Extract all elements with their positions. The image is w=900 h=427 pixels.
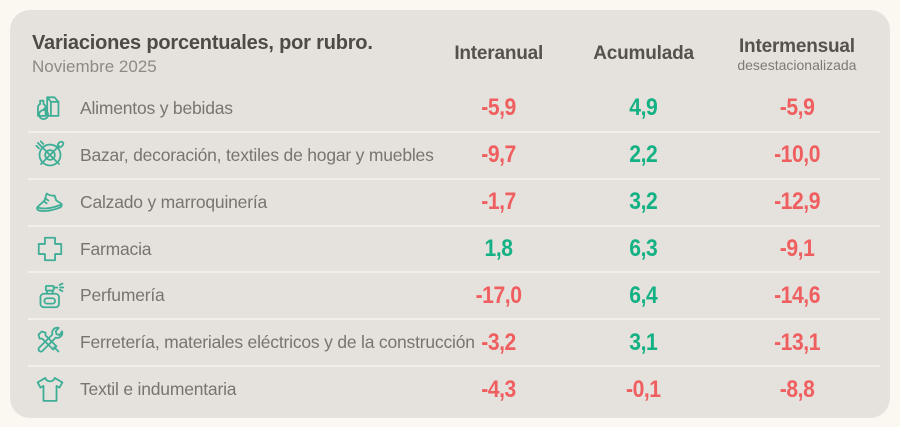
table-row: Textil e indumentaria -4,3 -0,1 -8,8 [28,365,880,412]
value-acumulada: 4,9 [629,94,658,122]
table-row: Bazar, decoración, textiles de hogar y m… [28,130,880,178]
value-interanual: -3,2 [481,328,517,356]
variations-table-card: Variaciones porcentuales, por rubro. Nov… [10,10,890,418]
table-body: Alimentos y bebidas -5,9 4,9 -5,9 Bazar,… [28,86,880,412]
row-label: Ferretería, materiales eléctricos y de l… [80,332,475,353]
value-intermensual: -13,1 [773,328,820,356]
value-interanual: -9,7 [481,141,517,169]
value-interanual: -1,7 [481,188,517,216]
tshirt-icon [32,372,68,408]
groceries-icon [32,90,68,126]
table-row: Perfumería -17,0 6,4 -14,6 [28,271,880,318]
table-row: Ferretería, materiales eléctricos y de l… [28,318,880,365]
row-label: Calzado y marroquinería [80,191,268,212]
value-acumulada: -0,1 [626,375,661,403]
row-label: Alimentos y bebidas [80,97,233,118]
title-block: Variaciones porcentuales, por rubro. Nov… [28,32,424,77]
table-header: Variaciones porcentuales, por rubro. Nov… [28,22,880,86]
value-acumulada: 6,3 [629,235,658,262]
value-interanual: -5,9 [481,94,517,122]
value-interanual: -17,0 [475,281,522,309]
table-row: Alimentos y bebidas -5,9 4,9 -5,9 [28,86,880,131]
value-interanual: 1,8 [484,235,513,262]
value-interanual: -4,3 [481,375,517,403]
page-subtitle: Noviembre 2025 [32,56,157,76]
value-intermensual: -5,9 [779,94,815,122]
value-acumulada: 6,4 [629,281,658,309]
table-row: Farmacia 1,8 6,3 -9,1 [28,224,880,272]
row-label: Textil e indumentaria [80,379,237,400]
tableware-icon [32,137,68,173]
value-intermensual: -12,9 [773,188,820,216]
value-intermensual: -10,0 [773,141,820,169]
shoe-icon [32,184,68,220]
perfume-icon [32,278,68,314]
value-acumulada: 3,2 [629,188,658,216]
column-header-interanual: Interanual [454,43,544,64]
column-header-acumulada: Acumulada [593,43,694,64]
pharmacy-cross-icon [32,231,68,267]
value-acumulada: 2,2 [629,141,658,169]
row-label: Farmacia [80,238,152,259]
tools-icon [32,325,68,361]
value-intermensual: -9,1 [779,235,815,262]
table-row: Calzado y marroquinería -1,7 3,2 -12,9 [28,177,880,225]
column-header-intermensual: Intermensual desestacionalizada [737,35,857,73]
value-intermensual: -8,8 [779,375,815,403]
row-label: Bazar, decoración, textiles de hogar y m… [80,144,434,165]
page-title: Variaciones porcentuales, por rubro. [32,31,373,54]
row-label: Perfumería [80,285,165,306]
value-intermensual: -14,6 [773,281,820,309]
value-acumulada: 3,1 [629,328,658,356]
